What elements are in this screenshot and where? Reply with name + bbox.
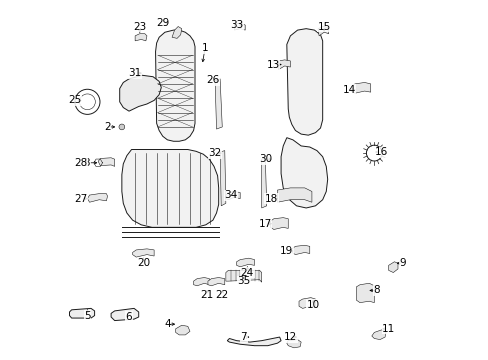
- Text: 22: 22: [215, 291, 228, 301]
- Polygon shape: [286, 339, 301, 348]
- Polygon shape: [193, 278, 209, 286]
- Polygon shape: [270, 218, 287, 229]
- Polygon shape: [351, 82, 370, 93]
- Polygon shape: [220, 150, 225, 206]
- Polygon shape: [356, 283, 373, 303]
- Text: 26: 26: [206, 75, 219, 85]
- Text: 13: 13: [266, 59, 279, 69]
- Text: 34: 34: [224, 190, 237, 200]
- Text: 20: 20: [137, 258, 150, 268]
- Polygon shape: [122, 149, 218, 227]
- Text: 31: 31: [128, 68, 142, 78]
- Text: 15: 15: [317, 22, 330, 32]
- Polygon shape: [227, 337, 281, 346]
- Text: 33: 33: [229, 20, 243, 30]
- Polygon shape: [225, 270, 261, 282]
- Polygon shape: [234, 23, 244, 30]
- Polygon shape: [298, 298, 315, 309]
- Polygon shape: [261, 158, 266, 208]
- Text: 25: 25: [68, 95, 81, 105]
- Polygon shape: [155, 30, 195, 141]
- Polygon shape: [69, 309, 94, 318]
- Polygon shape: [236, 258, 254, 267]
- Text: 9: 9: [399, 258, 406, 268]
- Text: 28: 28: [75, 158, 88, 168]
- Polygon shape: [120, 75, 161, 111]
- Polygon shape: [281, 138, 327, 208]
- Text: 2: 2: [104, 122, 111, 132]
- Polygon shape: [98, 158, 115, 166]
- Circle shape: [119, 124, 124, 130]
- Text: 4: 4: [164, 319, 170, 329]
- Polygon shape: [277, 188, 311, 202]
- Polygon shape: [175, 325, 190, 335]
- Text: 1: 1: [202, 43, 208, 53]
- Text: 14: 14: [342, 85, 355, 95]
- Text: 6: 6: [125, 312, 132, 322]
- Text: 5: 5: [84, 311, 91, 320]
- Text: 10: 10: [306, 300, 319, 310]
- Polygon shape: [215, 79, 222, 129]
- Polygon shape: [388, 262, 397, 273]
- Text: 7: 7: [240, 332, 246, 342]
- Polygon shape: [291, 245, 309, 255]
- Polygon shape: [286, 29, 322, 135]
- Polygon shape: [132, 249, 154, 257]
- Polygon shape: [317, 27, 328, 36]
- Text: 3: 3: [83, 158, 90, 168]
- Text: 24: 24: [240, 267, 253, 278]
- Text: 21: 21: [200, 291, 213, 301]
- Text: 29: 29: [156, 18, 169, 28]
- Text: 18: 18: [264, 194, 278, 204]
- Polygon shape: [135, 34, 147, 41]
- Polygon shape: [87, 194, 107, 202]
- Polygon shape: [278, 60, 290, 69]
- Text: 27: 27: [75, 194, 88, 204]
- Text: 8: 8: [372, 285, 379, 296]
- Text: 23: 23: [133, 22, 146, 32]
- Text: 11: 11: [381, 324, 394, 334]
- Polygon shape: [172, 27, 182, 39]
- Text: 12: 12: [283, 332, 296, 342]
- Polygon shape: [225, 192, 240, 200]
- Polygon shape: [111, 309, 139, 320]
- Polygon shape: [207, 278, 224, 286]
- Text: 17: 17: [258, 219, 271, 229]
- Text: 16: 16: [374, 147, 387, 157]
- Text: 30: 30: [258, 154, 271, 164]
- Polygon shape: [371, 330, 386, 339]
- Text: 19: 19: [280, 246, 293, 256]
- Text: 32: 32: [208, 148, 221, 158]
- Text: 35: 35: [237, 276, 250, 286]
